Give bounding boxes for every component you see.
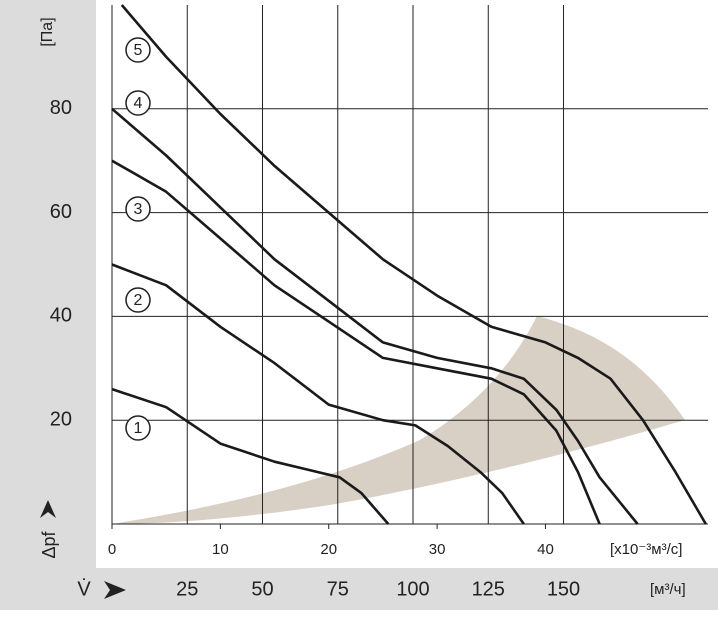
- x2-unit: [м³/ч]: [650, 581, 686, 598]
- curve: [111, 107, 639, 525]
- curve-label: 2: [134, 292, 143, 309]
- curve-label: 5: [134, 42, 143, 59]
- curve: [111, 387, 390, 525]
- y-label: Δpf: [39, 530, 59, 558]
- curve: [111, 263, 525, 525]
- x-tick-label: 20: [320, 541, 337, 558]
- x-tick-label: 40: [537, 541, 554, 558]
- curve-marker: [125, 287, 151, 313]
- y-arrow: [40, 500, 56, 518]
- y-tick-label: 80: [50, 97, 72, 119]
- x2-tick-label: 75: [327, 578, 349, 600]
- optimal-range: [112, 316, 685, 524]
- curve-label: 3: [134, 201, 143, 218]
- x-unit: [x10⁻³м³/с]: [610, 541, 682, 558]
- curve-marker: [125, 415, 151, 441]
- curve: [111, 159, 601, 525]
- x-tick-label: 30: [429, 541, 446, 558]
- x2-tick-label: 150: [547, 578, 580, 600]
- curve: [120, 4, 707, 525]
- x2-tick-label: 125: [472, 578, 505, 600]
- x2-label: V̇: [77, 578, 91, 600]
- y-tick-label: 20: [50, 408, 72, 430]
- curve-marker: [125, 37, 151, 63]
- curve-label: 1: [134, 420, 143, 437]
- y-tick-label: 40: [50, 305, 72, 327]
- y-unit: [Па]: [39, 17, 56, 46]
- x-tick-label: 0: [108, 541, 116, 558]
- x2-arrow: [104, 581, 126, 599]
- x2-tick-label: 25: [176, 578, 198, 600]
- left-band: [0, 0, 96, 610]
- y-tick-label: 60: [50, 201, 72, 223]
- x2-tick-label: 50: [251, 578, 273, 600]
- x-tick-label: 10: [212, 541, 229, 558]
- curve-marker: [125, 196, 151, 222]
- bottom-band: [0, 568, 718, 610]
- x2-tick-label: 100: [396, 578, 429, 600]
- curve-label: 4: [134, 95, 143, 112]
- curve-marker: [125, 90, 151, 116]
